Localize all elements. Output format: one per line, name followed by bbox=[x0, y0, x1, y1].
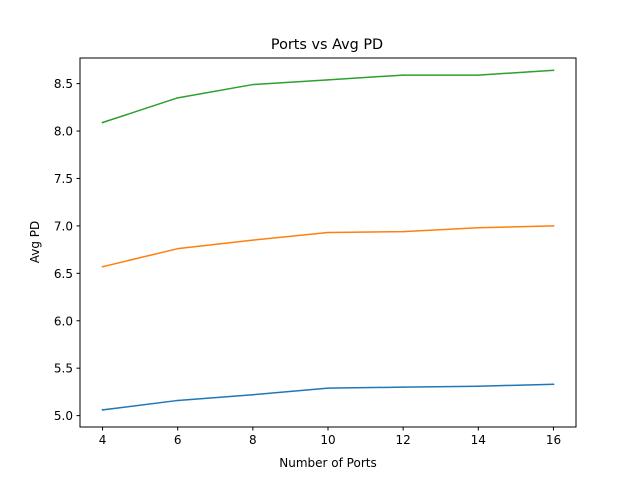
y-tick-label: 6.0 bbox=[54, 314, 73, 328]
data-point bbox=[327, 231, 329, 234]
data-point bbox=[327, 79, 329, 81]
y-tick-label: 7.0 bbox=[54, 219, 73, 233]
data-point bbox=[552, 225, 555, 227]
chart-title: Ports vs Avg PD bbox=[271, 37, 383, 53]
data-point bbox=[402, 230, 404, 233]
data-point bbox=[252, 239, 254, 241]
y-tick-label: 5.5 bbox=[54, 362, 73, 376]
data-point bbox=[176, 247, 179, 250]
x-tick-label: 6 bbox=[174, 433, 182, 447]
data-point bbox=[477, 385, 480, 387]
data-point bbox=[477, 227, 480, 229]
data-point bbox=[477, 74, 480, 76]
data-point bbox=[402, 386, 404, 388]
y-tick-label: 5.0 bbox=[54, 409, 73, 423]
y-axis-label: Avg PD bbox=[28, 221, 42, 264]
x-tick-label: 8 bbox=[249, 433, 257, 447]
y-axis: 5.0 5.5 6.0 6.5 7.0 7.5 8.0 8.5 bbox=[54, 77, 80, 423]
data-point bbox=[101, 265, 104, 268]
y-tick-label: 8.0 bbox=[54, 125, 73, 139]
data-point bbox=[552, 383, 555, 386]
series-line-3 bbox=[101, 69, 555, 124]
x-tick-label: 14 bbox=[471, 433, 486, 447]
x-axis: 4 6 8 10 12 14 16 bbox=[99, 427, 561, 447]
plot-frame bbox=[79, 57, 577, 428]
data-point bbox=[552, 69, 555, 72]
data-point bbox=[252, 393, 254, 396]
data-point bbox=[327, 387, 329, 389]
x-tick-label: 10 bbox=[320, 433, 335, 447]
y-tick-label: 6.5 bbox=[54, 267, 73, 281]
x-tick-label: 16 bbox=[546, 433, 561, 447]
data-point bbox=[176, 399, 179, 402]
data-point bbox=[176, 97, 179, 99]
x-axis-label: Number of Ports bbox=[279, 456, 376, 470]
data-point bbox=[101, 121, 104, 124]
y-tick-label: 7.5 bbox=[54, 172, 73, 186]
plot-area bbox=[101, 69, 555, 411]
y-tick-label: 8.5 bbox=[54, 77, 73, 91]
data-point bbox=[101, 409, 104, 411]
x-tick-label: 12 bbox=[396, 433, 411, 447]
data-point bbox=[402, 74, 404, 76]
data-point bbox=[252, 83, 254, 86]
x-tick-label: 4 bbox=[99, 433, 107, 447]
